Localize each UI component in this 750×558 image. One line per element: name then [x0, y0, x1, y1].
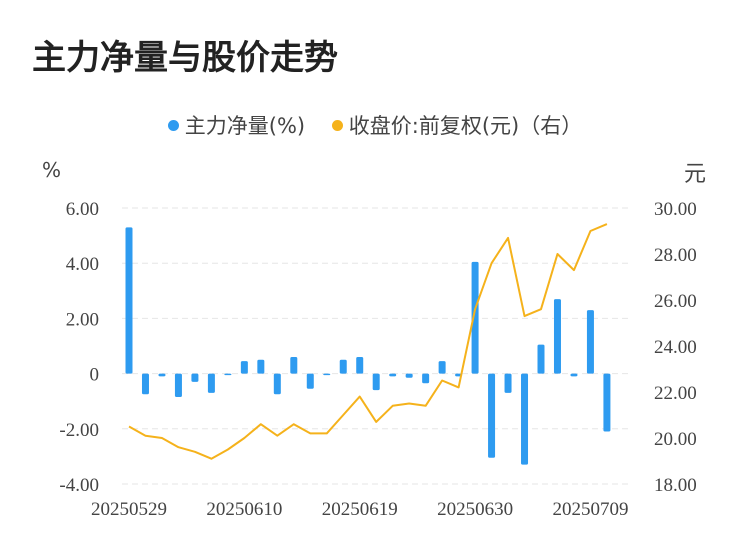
close-price-line[interactable]	[128, 223, 608, 460]
net-flow-bar[interactable]	[158, 373, 166, 377]
net-flow-bar[interactable]	[125, 227, 133, 374]
y-left-tick-label: 0	[90, 365, 100, 386]
axis-labels: 6.00 4.00 2.00 0 -2.00 -4.00 30.00 28.00 26.00 24…	[59, 199, 696, 520]
net-flow-bar[interactable]	[537, 344, 545, 374]
net-flow-bar[interactable]	[521, 373, 529, 465]
y-right-tick-label: 26.00	[654, 291, 697, 312]
net-flow-bar[interactable]	[586, 310, 594, 374]
x-tick-label: 20250630	[437, 499, 513, 520]
net-flow-bar[interactable]	[273, 373, 281, 395]
net-flow-bar[interactable]	[240, 361, 248, 374]
legend-dot-net-flow	[167, 120, 179, 131]
y-right-tick-label: 24.00	[654, 337, 697, 358]
y-right-tick-label: 22.00	[654, 383, 697, 404]
y-left-tick-label: 2.00	[66, 309, 99, 330]
right-axis-unit: 元	[684, 162, 707, 187]
x-tick-label: 20250529	[91, 499, 167, 520]
page-title: 主力净量与股价走势	[32, 38, 338, 78]
legend-item-net-flow[interactable]: 主力净量(%)	[167, 110, 306, 140]
y-right-tick-label: 20.00	[654, 429, 697, 450]
net-flow-bar[interactable]	[141, 373, 149, 395]
net-flow-bar[interactable]	[471, 261, 479, 374]
net-flow-bar[interactable]	[356, 357, 364, 374]
net-flow-bar[interactable]	[323, 373, 331, 376]
legend-item-close-price[interactable]: 收盘价:前复权(元)（右）	[331, 110, 583, 140]
legend-dot-close-price	[331, 120, 343, 131]
net-flow-bar[interactable]	[191, 373, 199, 382]
net-flow-bar[interactable]	[553, 299, 561, 374]
legend-label-net-flow: 主力净量(%)	[184, 114, 306, 138]
y-left-tick-label: -2.00	[59, 420, 99, 441]
legend-label-close-price: 收盘价:前复权(元)（右）	[348, 114, 583, 138]
net-flow-bars	[125, 227, 611, 465]
net-flow-bar[interactable]	[570, 373, 578, 377]
net-flow-bar[interactable]	[422, 373, 430, 384]
price-line-group	[128, 223, 608, 460]
x-tick-label: 20250709	[552, 499, 628, 520]
net-flow-bar[interactable]	[224, 373, 232, 376]
net-flow-bar[interactable]	[207, 373, 215, 393]
y-right-tick-label: 30.00	[654, 199, 697, 220]
left-axis-unit: %	[42, 158, 62, 182]
net-flow-bar[interactable]	[488, 373, 496, 458]
y-left-tick-label: 4.00	[66, 254, 99, 275]
net-flow-bar[interactable]	[290, 357, 298, 374]
y-right-tick-label: 18.00	[654, 475, 697, 496]
x-tick-label: 20250610	[206, 499, 282, 520]
net-flow-bar[interactable]	[438, 361, 446, 374]
y-right-tick-label: 28.00	[654, 245, 697, 266]
gridlines	[122, 207, 628, 485]
x-tick-label: 20250619	[322, 499, 398, 520]
net-flow-bar[interactable]	[306, 373, 314, 389]
chart-legend: 主力净量(%) 收盘价:前复权(元)（右）	[0, 110, 750, 140]
net-flow-bar[interactable]	[257, 359, 265, 374]
y-left-tick-label: 6.00	[66, 199, 99, 220]
net-flow-bar[interactable]	[389, 373, 397, 377]
net-flow-bar[interactable]	[603, 373, 611, 432]
net-flow-bar[interactable]	[174, 373, 182, 398]
net-flow-bar[interactable]	[405, 373, 413, 378]
net-flow-bar[interactable]	[372, 373, 380, 391]
y-left-tick-label: -4.00	[59, 475, 99, 496]
net-flow-bar[interactable]	[504, 373, 512, 393]
net-flow-bar[interactable]	[339, 359, 347, 374]
